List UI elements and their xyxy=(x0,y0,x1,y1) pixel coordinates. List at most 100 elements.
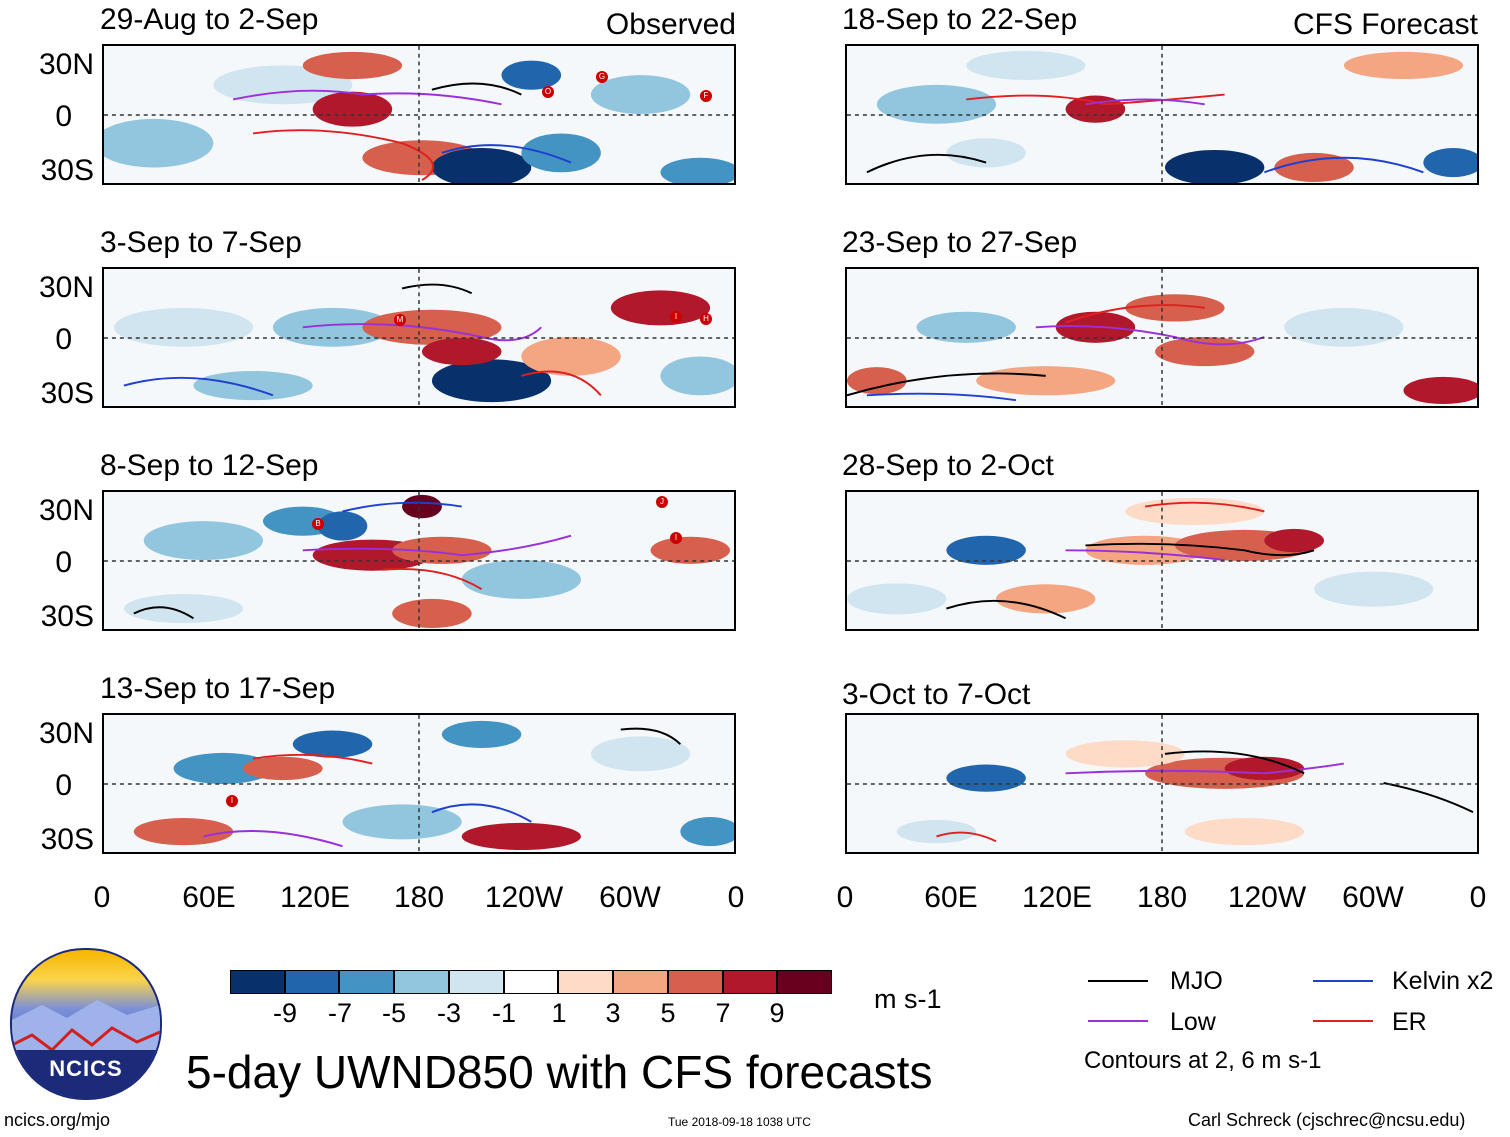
lon-label-60w: 60W xyxy=(599,881,661,914)
wind-anomaly-field xyxy=(847,269,1477,406)
lon-label-0-end: 0 xyxy=(727,881,745,914)
footer-credit: Carl Schreck (cjschrec@ncsu.edu) xyxy=(1188,1110,1466,1130)
ncics-logo: NCICS xyxy=(10,948,162,1100)
colorbar-swatch xyxy=(613,970,668,994)
colorbar-tick: -5 xyxy=(381,998,406,1028)
lat-label-eq: 0 xyxy=(55,769,72,802)
wind-anomaly-field xyxy=(847,492,1477,629)
lon-label-180: 180 xyxy=(393,881,445,914)
wind-anomaly-field xyxy=(104,492,734,629)
colorbar-tick: -3 xyxy=(436,998,461,1028)
lon-label-0-end: 0 xyxy=(1469,881,1487,914)
wind-anomaly-field xyxy=(104,269,734,406)
wind-anomaly-field xyxy=(847,715,1477,852)
colorbar-tick: -1 xyxy=(491,998,516,1028)
colorbar-swatch xyxy=(448,970,504,994)
storm-marker-o: O xyxy=(542,86,554,98)
lat-label-30s: 30S xyxy=(40,823,94,856)
panel-title-fcst-2: 23-Sep to 27-Sep xyxy=(842,226,1078,259)
lon-label-60e: 60E xyxy=(924,881,978,914)
legend-er-label: ER xyxy=(1392,1008,1427,1036)
storm-marker-i: I xyxy=(670,311,682,323)
colorbar-swatch xyxy=(394,970,449,994)
colorbar-tick: 7 xyxy=(715,998,731,1028)
colorbar-tick: 9 xyxy=(769,998,785,1028)
lat-label-30n: 30N xyxy=(38,271,94,304)
legend-low-label: Low xyxy=(1170,1008,1216,1036)
legend-kelvin-label: Kelvin x2 xyxy=(1392,967,1494,995)
colorbar-tick: 5 xyxy=(660,998,676,1028)
storm-marker-b: B xyxy=(312,518,324,530)
map-forecast-1 xyxy=(845,44,1479,185)
map-observed-4: I xyxy=(102,713,736,854)
storm-marker-f: F xyxy=(700,90,712,102)
wind-anomaly-field xyxy=(847,46,1477,183)
storm-marker-i: I xyxy=(670,532,682,544)
lat-label-30n: 30N xyxy=(38,494,94,527)
lat-label-30s: 30S xyxy=(40,154,94,187)
lon-label-0: 0 xyxy=(836,881,854,914)
colorbar-tick: 1 xyxy=(551,998,567,1028)
colorbar-swatch xyxy=(558,970,614,994)
map-observed-3: B J I xyxy=(102,490,736,631)
panel-title-obs-2: 3-Sep to 7-Sep xyxy=(100,226,302,259)
legend-mjo-line xyxy=(1088,980,1148,982)
map-forecast-4 xyxy=(845,713,1479,854)
map-forecast-3 xyxy=(845,490,1479,631)
colorbar-tick: -9 xyxy=(272,998,297,1028)
storm-marker-m: M xyxy=(394,314,406,326)
colorbar-unit: m s-1 xyxy=(874,984,942,1014)
wind-anomaly-field xyxy=(104,715,734,852)
lon-label-180: 180 xyxy=(1136,881,1188,914)
panel-title-obs-4: 13-Sep to 17-Sep xyxy=(100,672,336,705)
lon-label-120w: 120W xyxy=(1227,881,1307,914)
lon-label-120e: 120E xyxy=(279,881,351,914)
legend-kelvin-line xyxy=(1313,980,1373,982)
lat-label-30n: 30N xyxy=(38,717,94,750)
storm-marker-j: J xyxy=(656,496,668,508)
colorbar-tick: 3 xyxy=(605,998,621,1028)
contours-note: Contours at 2, 6 m s-1 xyxy=(1084,1047,1322,1074)
footer-url: ncics.org/mjo xyxy=(4,1110,111,1130)
legend-low-line xyxy=(1088,1020,1148,1022)
forecast-label: CFS Forecast xyxy=(1292,8,1478,41)
panel-title-obs-1: 29-Aug to 2-Sep xyxy=(100,3,319,36)
mountain-icon xyxy=(12,1000,160,1098)
legend-er-line xyxy=(1313,1020,1373,1022)
lat-label-30n: 30N xyxy=(38,48,94,81)
storm-marker-g: G xyxy=(596,71,608,83)
colorbar-swatch xyxy=(667,970,723,994)
legend-mjo-label: MJO xyxy=(1170,967,1223,995)
colorbar-swatch xyxy=(503,970,559,994)
lon-label-60e: 60E xyxy=(182,881,236,914)
main-title: 5-day UWND850 with CFS forecasts xyxy=(186,1046,933,1098)
observed-label: Observed xyxy=(605,8,736,41)
lat-label-30s: 30S xyxy=(40,377,94,410)
map-forecast-2 xyxy=(845,267,1479,408)
lat-label-eq: 0 xyxy=(55,323,72,356)
colorbar-swatch xyxy=(230,970,285,994)
storm-marker-i: I xyxy=(226,795,238,807)
panel-title-obs-3: 8-Sep to 12-Sep xyxy=(100,449,319,482)
colorbar-swatch xyxy=(284,970,340,994)
colorbar-swatch xyxy=(339,970,395,994)
map-observed-2: M I H xyxy=(102,267,736,408)
map-observed-1: O G F xyxy=(102,44,736,185)
wind-anomaly-field xyxy=(104,46,734,183)
lon-label-120w: 120W xyxy=(484,881,564,914)
panel-title-fcst-1: 18-Sep to 22-Sep xyxy=(842,3,1078,36)
lon-label-60w: 60W xyxy=(1342,881,1404,914)
lon-label-0: 0 xyxy=(93,881,111,914)
lat-label-30s: 30S xyxy=(40,600,94,633)
colorbar-tick: -7 xyxy=(327,998,352,1028)
storm-marker-h: H xyxy=(700,313,712,325)
colorbar-swatch xyxy=(722,970,778,994)
lon-label-120e: 120E xyxy=(1021,881,1093,914)
colorbar-swatch xyxy=(777,970,832,994)
panel-title-fcst-3: 28-Sep to 2-Oct xyxy=(842,449,1054,482)
lat-label-eq: 0 xyxy=(55,100,72,133)
lat-label-eq: 0 xyxy=(55,546,72,579)
footer-timestamp: Tue 2018-09-18 1038 UTC xyxy=(668,1115,811,1129)
colorbar xyxy=(230,970,832,994)
panel-title-fcst-4: 3-Oct to 7-Oct xyxy=(842,678,1031,711)
